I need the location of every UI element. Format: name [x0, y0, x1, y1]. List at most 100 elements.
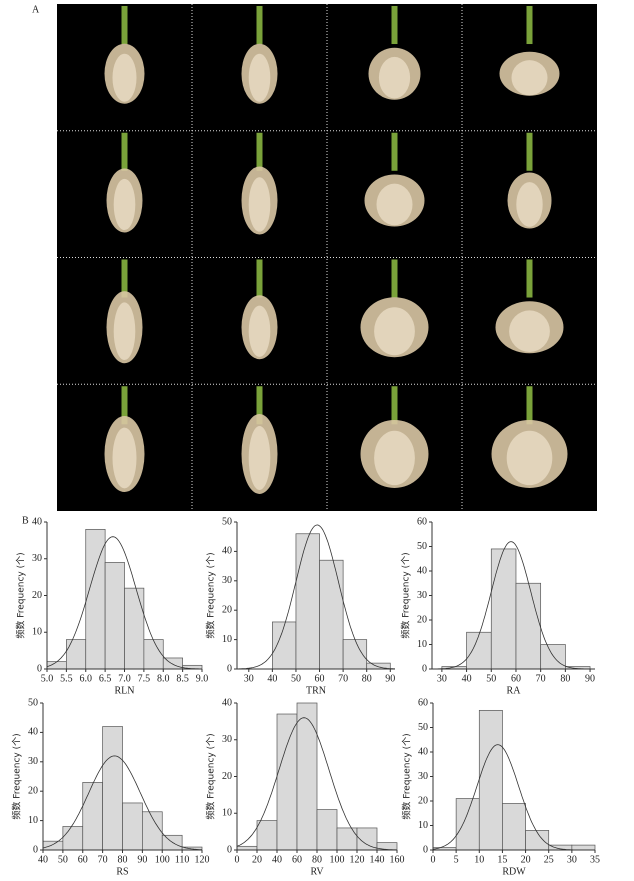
- root-detail: [374, 307, 415, 356]
- normal-curve: [42, 755, 203, 851]
- y-tick-label: 20: [222, 604, 232, 615]
- x-axis-label: RLN: [115, 685, 135, 696]
- bar: [102, 726, 123, 851]
- root-detail: [376, 183, 413, 226]
- y-tick-label: 50: [417, 541, 427, 552]
- x-tick-label: 7.0: [118, 673, 131, 684]
- bar: [316, 809, 338, 851]
- y-axis-label: 频数 Frequency (个): [15, 552, 27, 638]
- bar: [319, 559, 344, 670]
- x-axis-label: RV: [310, 866, 324, 877]
- y-tick-label: 60: [418, 697, 428, 708]
- y-tick-label: 0: [422, 663, 427, 674]
- y-tick-label: 10: [418, 820, 428, 831]
- stem: [121, 6, 128, 45]
- bar: [515, 582, 542, 670]
- x-axis-label: TRN: [306, 685, 326, 696]
- normal-curve: [236, 717, 398, 851]
- stem: [391, 386, 398, 425]
- y-tick-label: 40: [222, 697, 232, 708]
- x-tick-label: 20: [521, 854, 531, 865]
- y-tick-label: 20: [417, 614, 427, 625]
- x-tick-label: 30: [244, 673, 254, 684]
- root-detail: [113, 302, 136, 361]
- x-tick-label: 70: [98, 854, 108, 865]
- x-tick-label: 30: [437, 673, 447, 684]
- x-tick-label: 50: [486, 673, 496, 684]
- bar: [42, 840, 64, 851]
- x-tick-label: 9.0: [196, 673, 209, 684]
- stem: [256, 386, 263, 425]
- x-tick-label: 15: [497, 854, 507, 865]
- x-tick-label: 80: [560, 673, 570, 684]
- bar: [540, 644, 566, 670]
- y-tick-label: 10: [417, 639, 427, 650]
- bar: [82, 782, 103, 851]
- x-axis-label: RS: [116, 866, 128, 877]
- bar: [490, 548, 517, 670]
- y-tick-label: 40: [417, 565, 427, 576]
- y-tick-label: 10: [222, 808, 232, 819]
- y-tick-label: 30: [32, 553, 42, 564]
- y-tick-label: 50: [418, 722, 428, 733]
- y-tick-label: 0: [33, 844, 38, 855]
- y-tick-label: 0: [37, 663, 42, 674]
- y-tick-label: 40: [222, 546, 232, 557]
- root-detail: [516, 182, 543, 227]
- x-tick-label: 35: [590, 854, 600, 865]
- y-tick-label: 0: [423, 844, 428, 855]
- root-detail: [378, 56, 411, 99]
- x-tick-label: 0: [431, 854, 436, 865]
- stem: [526, 386, 533, 425]
- x-tick-label: 5.5: [60, 673, 73, 684]
- stem: [121, 386, 128, 425]
- y-tick-label: 10: [222, 634, 232, 645]
- y-tick-label: 50: [222, 516, 232, 527]
- y-axis-label: 频数 Frequency (个): [205, 733, 217, 819]
- stem: [391, 132, 398, 171]
- y-tick-label: 10: [28, 815, 38, 826]
- x-tick-label: 80: [362, 673, 372, 684]
- y-tick-label: 0: [227, 663, 232, 674]
- x-tick-label: 50: [58, 854, 68, 865]
- x-tick-label: 30: [567, 854, 577, 865]
- bar: [256, 820, 278, 851]
- root-detail: [113, 178, 136, 231]
- stem: [526, 6, 533, 45]
- x-tick-label: 60: [315, 673, 325, 684]
- bar: [455, 798, 480, 851]
- x-tick-label: 8.5: [176, 673, 189, 684]
- bar: [124, 587, 145, 670]
- x-tick-label: 90: [585, 673, 595, 684]
- panel-label: A: [32, 4, 40, 15]
- y-axis-label: 频数 Frequency (个): [11, 733, 23, 819]
- x-axis-label: RDW: [502, 866, 526, 877]
- bar: [295, 533, 320, 670]
- y-tick-label: 40: [418, 746, 428, 757]
- y-tick-label: 50: [28, 697, 38, 708]
- stem: [256, 259, 263, 298]
- x-tick-label: 60: [511, 673, 521, 684]
- bar: [276, 713, 298, 851]
- normal-curve: [237, 524, 395, 670]
- x-tick-label: 60: [78, 854, 88, 865]
- x-tick-label: 40: [462, 673, 472, 684]
- stem: [391, 259, 398, 298]
- bar: [104, 562, 125, 670]
- photo-grid: [57, 4, 597, 511]
- y-tick-label: 30: [28, 756, 38, 767]
- bar: [478, 709, 503, 851]
- bar: [272, 621, 297, 670]
- x-tick-label: 120: [195, 854, 210, 865]
- normal-curve: [46, 536, 202, 670]
- root-detail: [248, 425, 271, 490]
- stem: [121, 259, 128, 298]
- bar: [122, 802, 143, 851]
- stem: [526, 132, 533, 171]
- x-tick-label: 160: [390, 854, 405, 865]
- x-tick-label: 80: [118, 854, 128, 865]
- y-tick-label: 10: [32, 627, 42, 638]
- x-tick-label: 140: [370, 854, 385, 865]
- bar: [466, 631, 492, 670]
- stem: [391, 6, 398, 45]
